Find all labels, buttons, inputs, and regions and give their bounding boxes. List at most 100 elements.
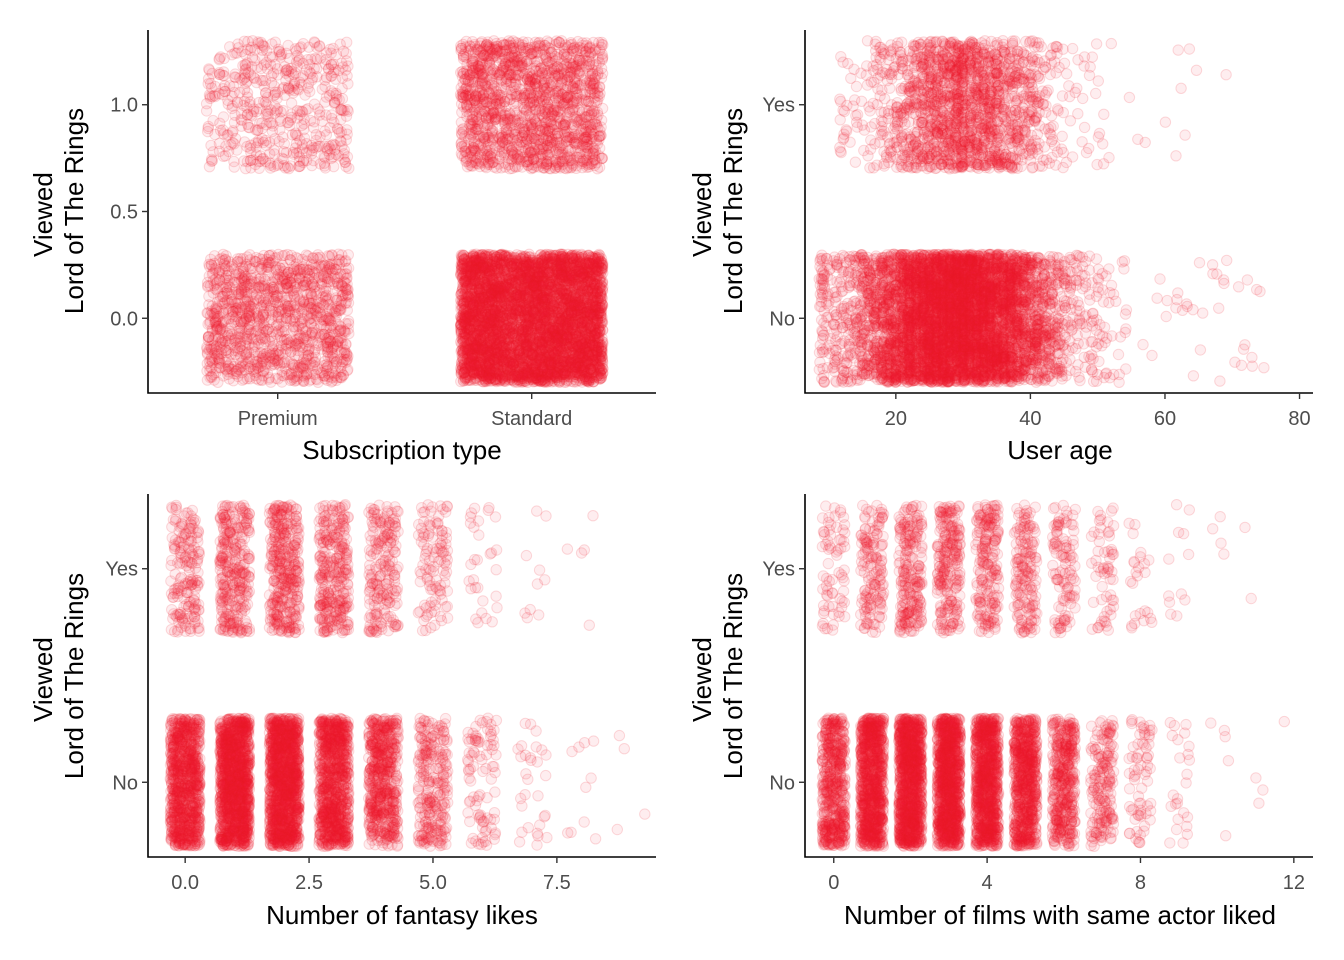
data-point bbox=[534, 144, 544, 154]
data-point bbox=[487, 126, 497, 136]
data-point bbox=[319, 260, 329, 270]
data-point bbox=[527, 159, 537, 169]
data-point bbox=[586, 159, 596, 169]
data-point bbox=[511, 138, 521, 148]
data-point bbox=[271, 265, 281, 275]
data-point bbox=[465, 160, 475, 170]
data-point bbox=[224, 282, 234, 292]
data-point bbox=[532, 47, 542, 57]
data-point bbox=[488, 64, 498, 74]
data-point bbox=[465, 41, 475, 51]
data-point bbox=[266, 377, 276, 387]
data-point bbox=[214, 53, 224, 63]
data-point bbox=[335, 39, 345, 49]
data-point bbox=[563, 42, 573, 52]
data-point bbox=[211, 263, 221, 273]
data-point bbox=[341, 319, 351, 329]
data-point bbox=[338, 370, 348, 380]
data-point bbox=[277, 366, 287, 376]
data-point bbox=[268, 358, 278, 368]
data-point bbox=[225, 42, 235, 52]
data-point bbox=[230, 72, 240, 82]
data-point bbox=[483, 110, 493, 120]
data-point bbox=[588, 81, 598, 91]
data-point bbox=[223, 99, 233, 109]
data-point bbox=[327, 376, 337, 386]
data-point bbox=[337, 333, 347, 343]
data-point bbox=[260, 75, 270, 85]
data-point bbox=[324, 294, 334, 304]
data-point bbox=[278, 349, 288, 359]
data-point bbox=[518, 43, 528, 53]
data-point bbox=[249, 256, 259, 266]
points-layer bbox=[201, 36, 608, 388]
data-point bbox=[255, 323, 265, 333]
data-point bbox=[322, 362, 332, 372]
data-point bbox=[226, 333, 236, 343]
data-point bbox=[223, 323, 233, 333]
data-point bbox=[313, 338, 323, 348]
data-point bbox=[482, 81, 492, 91]
data-point bbox=[269, 161, 279, 171]
data-point bbox=[310, 38, 320, 48]
data-point bbox=[233, 307, 243, 317]
data-point bbox=[258, 153, 268, 163]
data-point bbox=[280, 326, 290, 336]
data-point bbox=[292, 61, 302, 71]
data-point bbox=[243, 357, 253, 367]
data-point bbox=[575, 115, 585, 125]
data-point bbox=[525, 112, 535, 122]
data-point bbox=[484, 146, 494, 156]
data-point bbox=[595, 45, 605, 55]
data-point bbox=[304, 376, 314, 386]
data-point bbox=[568, 60, 578, 70]
data-point bbox=[283, 267, 293, 277]
data-point bbox=[491, 98, 501, 108]
data-point bbox=[583, 106, 593, 116]
data-point bbox=[521, 133, 531, 143]
data-point bbox=[202, 358, 212, 368]
data-point bbox=[510, 162, 520, 172]
data-point bbox=[479, 50, 489, 60]
data-point bbox=[297, 363, 307, 373]
data-point bbox=[475, 156, 485, 166]
data-point bbox=[274, 136, 284, 146]
data-point bbox=[464, 100, 474, 110]
data-point bbox=[309, 123, 319, 133]
data-point bbox=[577, 141, 587, 151]
data-point bbox=[528, 97, 538, 107]
data-point bbox=[292, 290, 302, 300]
data-point bbox=[510, 61, 520, 71]
data-point bbox=[307, 75, 317, 85]
data-point bbox=[515, 90, 525, 100]
data-point bbox=[456, 83, 466, 93]
data-point bbox=[277, 153, 287, 163]
data-point bbox=[288, 149, 298, 159]
data-point bbox=[290, 44, 300, 54]
data-point bbox=[207, 372, 217, 382]
data-point bbox=[573, 80, 583, 90]
data-point bbox=[341, 161, 351, 171]
data-point bbox=[308, 142, 318, 152]
data-point bbox=[328, 139, 338, 149]
data-point bbox=[320, 59, 330, 69]
data-point bbox=[204, 291, 214, 301]
data-point bbox=[298, 156, 308, 166]
data-point bbox=[310, 53, 320, 63]
data-point bbox=[316, 321, 326, 331]
data-point bbox=[467, 65, 477, 75]
data-point bbox=[219, 71, 229, 81]
data-point bbox=[520, 145, 530, 155]
data-point bbox=[269, 287, 279, 297]
data-point bbox=[565, 145, 575, 155]
data-point bbox=[501, 79, 511, 89]
data-point bbox=[203, 126, 213, 136]
data-point bbox=[331, 308, 341, 318]
data-point bbox=[258, 354, 268, 364]
data-point bbox=[509, 43, 519, 53]
data-point bbox=[339, 106, 349, 116]
data-point bbox=[287, 130, 297, 140]
data-point bbox=[273, 312, 283, 322]
data-point bbox=[338, 62, 348, 72]
data-point bbox=[326, 153, 336, 163]
